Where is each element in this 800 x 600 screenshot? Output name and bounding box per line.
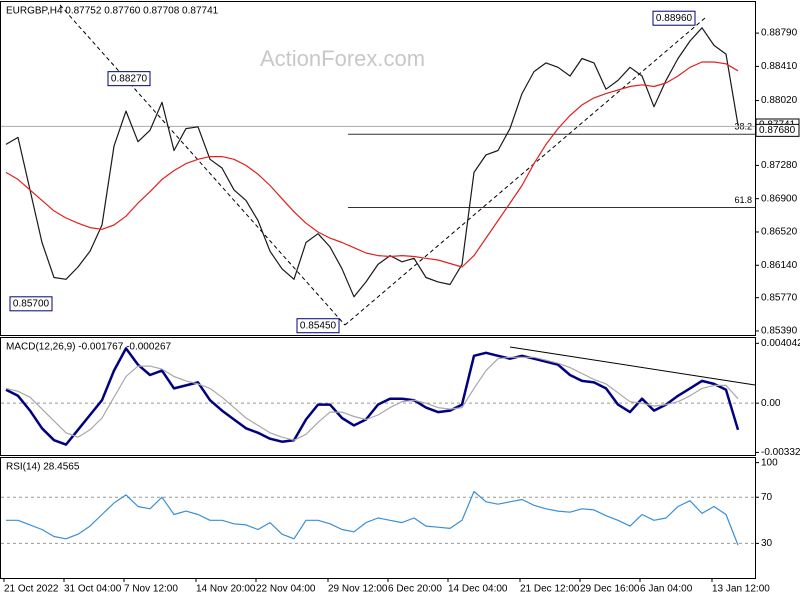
trendlines (59, 4, 706, 326)
panel-frames (0, 1, 756, 579)
price-tag (755, 123, 800, 137)
x-tick-label: 14 Nov 20:00 (196, 584, 256, 595)
x-tick-label: 13 Jan 12:00 (712, 584, 770, 595)
x-tick-label: 7 Nov 12:00 (124, 584, 178, 595)
price-label-box (652, 10, 696, 26)
y-tick-label: 0.86140 (761, 260, 798, 271)
panel-title: RSI(14) 28.4565 (6, 462, 80, 473)
x-tick-label: 29 Dec 16:00 (580, 584, 640, 595)
watermark: ActionForex.com (260, 46, 425, 71)
price-tag-label: 0.87680 (759, 125, 796, 136)
macd-panel (0, 337, 756, 456)
y-tick-label: 0.85770 (761, 292, 798, 303)
x-tick-label: 29 Nov 12:00 (328, 584, 388, 595)
y-tick-label: 0.86520 (761, 227, 798, 238)
macd-trendline (509, 346, 756, 386)
x-tick-label: 6 Dec 20:00 (388, 584, 442, 595)
panel-title: MACD(12,26,9) -0.001767 -0.000267 (6, 342, 172, 353)
x-tick-label: 22 Nov 04:00 (256, 584, 316, 595)
series-line (5, 27, 739, 298)
y-tick-label: 0.85390 (761, 326, 798, 337)
y-tick-label: 0.88020 (761, 95, 798, 106)
y-tick-label: 100 (761, 457, 778, 468)
y-tick-label: 30 (761, 538, 773, 549)
fib-label: 61.8 (734, 195, 752, 205)
x-tick-label: 6 Jan 04:00 (640, 584, 693, 595)
series-line (5, 61, 739, 268)
x-tick-label: 21 Dec 12:00 (520, 584, 580, 595)
price-label: 0.88270 (111, 73, 148, 84)
y-tick-label: 0.86900 (761, 193, 798, 204)
trendline (344, 17, 706, 326)
x-tick-label: 21 Oct 2022 (4, 584, 59, 595)
panel-title: EURGBP,H4 0.87752 0.87760 0.87708 0.8774… (6, 6, 219, 17)
x-tick-label: 14 Dec 04:00 (448, 584, 508, 595)
trendline (59, 4, 346, 326)
price-panel (0, 1, 756, 336)
y-tick-label: 0.88790 (761, 28, 798, 39)
price-label-box (107, 71, 151, 87)
y-tick-label: 70 (761, 492, 773, 503)
x-tick-label: 31 Oct 04:00 (64, 584, 122, 595)
y-tick-label: 0.004042 (761, 338, 800, 349)
series-line (5, 356, 739, 441)
price-label: 0.85700 (13, 298, 50, 309)
price-label: 0.88960 (656, 13, 693, 24)
price-label-box (9, 296, 53, 312)
series-line (6, 490, 739, 546)
y-tick-label: 0.88410 (761, 61, 798, 72)
y-tick-label: -0.003326 (761, 447, 800, 458)
series-line (5, 347, 740, 446)
rsi-panel (0, 457, 756, 579)
y-tick-label: 0.87280 (761, 160, 798, 171)
price-label: 0.85450 (300, 320, 337, 331)
price-label-box (296, 318, 340, 334)
y-tick-label: 0.00 (761, 398, 781, 409)
